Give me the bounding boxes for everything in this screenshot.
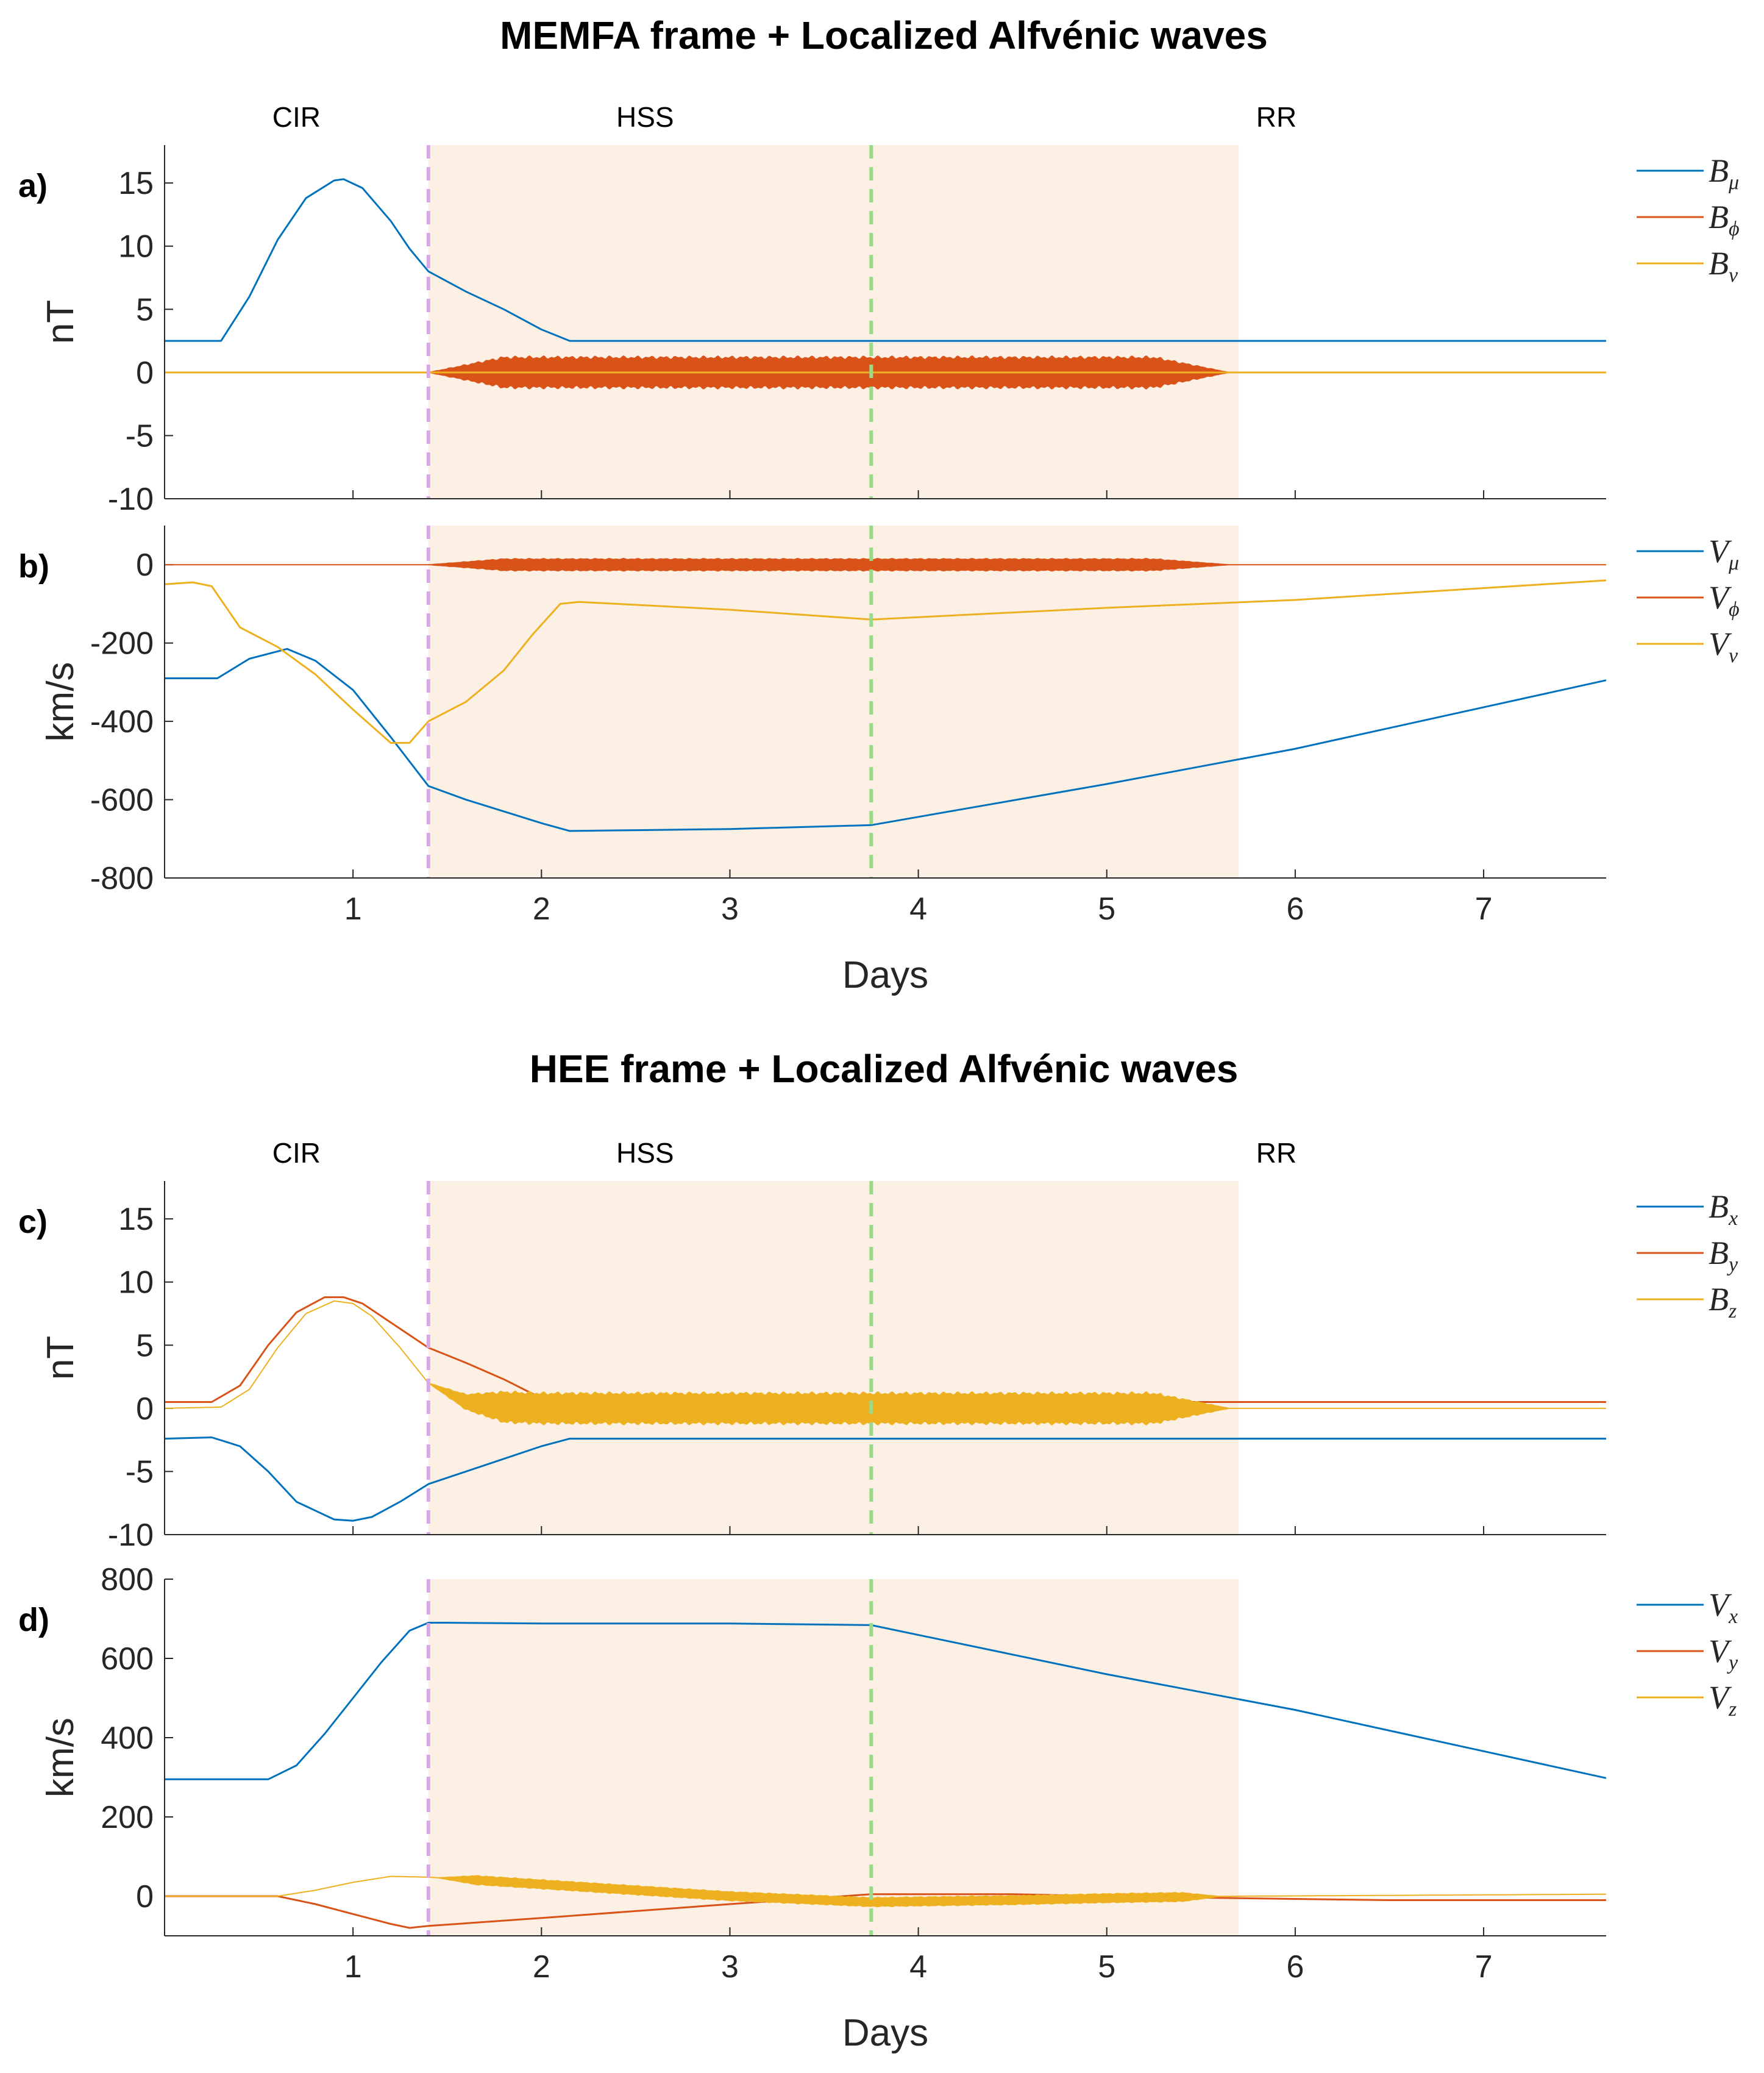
region-label-rr: RR: [1256, 101, 1296, 133]
y-tick-label: 15: [118, 1202, 154, 1237]
series-line-B_z: [164, 1300, 1607, 1425]
panel-label: c): [18, 1204, 48, 1240]
panel-d: 800 600 400 200 0 1 2 3 4 5 6 7 km/s Days d) Vx Vy Vz: [18, 1562, 1738, 2054]
legend-entry: By: [1709, 1235, 1738, 1276]
x-tick-label: 2: [533, 891, 550, 927]
legend-entry: Bz: [1709, 1281, 1737, 1322]
panel-c: 15 10 5 0 -5 -10 nT c) CIR HSS RR Bx By Bz: [18, 1137, 1738, 1553]
shaded-region: [428, 1579, 1239, 1936]
x-tick-label: 6: [1286, 1949, 1304, 1985]
x-axis-label: Days: [842, 2012, 928, 2054]
y-tick-label: 0: [136, 355, 154, 391]
series-line-B_x: [164, 1436, 1606, 1522]
series-line-V_z: [164, 1875, 1607, 1908]
y-tick-label: -5: [126, 418, 154, 454]
region-label-hss: HSS: [616, 1137, 674, 1169]
x-tick-label: 3: [721, 891, 739, 927]
y-tick-label: -10: [108, 1518, 154, 1553]
y-tick-label: 5: [136, 292, 154, 327]
y-tick-label: -10: [108, 482, 154, 517]
y-axis-label: nT: [40, 1336, 82, 1380]
x-tick-label: 1: [344, 1949, 362, 1985]
y-tick-label: 15: [118, 166, 154, 201]
legend-entry: Vx: [1709, 1586, 1738, 1628]
panel-b: 0 -200 -400 -600 -800 1 2 3 4 5 6 7 km/s Days b) Vμ Vϕ Vν: [18, 526, 1740, 996]
panel-label: a): [18, 168, 48, 204]
legend-entry: Vϕ: [1709, 579, 1740, 621]
x-tick-label: 5: [1098, 1949, 1115, 1985]
shaded-region: [428, 145, 1239, 499]
legend-entry: Vy: [1709, 1633, 1738, 1674]
legend-entry: Bμ: [1709, 152, 1739, 194]
y-tick-label: 200: [101, 1800, 154, 1835]
region-label-rr: RR: [1256, 1137, 1296, 1169]
x-tick-label: 4: [909, 1949, 927, 1985]
panel-a: 15 10 5 0 -5 -10 nT a) CIR HSS RR Bμ Bϕ Bν: [18, 101, 1740, 517]
y-tick-label: -400: [90, 704, 154, 740]
y-axis-label: nT: [40, 300, 82, 344]
region-label-hss: HSS: [616, 101, 674, 133]
x-tick-label: 7: [1475, 1949, 1493, 1985]
region-label-cir: CIR: [272, 1137, 321, 1169]
title-bottom: HEE frame + Localized Alfvénic waves: [530, 1047, 1239, 1091]
x-tick-label: 5: [1098, 891, 1115, 927]
panel-label: d): [18, 1602, 49, 1638]
legend-entry: Vz: [1709, 1679, 1737, 1721]
y-tick-label: 800: [101, 1562, 154, 1597]
x-tick-label: 6: [1286, 891, 1304, 927]
y-tick-label: -5: [126, 1454, 154, 1490]
y-tick-label: 0: [136, 1879, 154, 1914]
x-tick-label: 3: [721, 1949, 739, 1985]
x-tick-label: 7: [1475, 891, 1493, 927]
y-tick-label: 400: [101, 1721, 154, 1756]
y-tick-label: 5: [136, 1328, 154, 1363]
shaded-region: [428, 526, 1239, 878]
series-line-V_nu: [164, 579, 1607, 744]
legend-entry: Vν: [1709, 626, 1738, 667]
legend-entry: Vμ: [1709, 533, 1739, 574]
legend-entry: Bν: [1709, 245, 1738, 287]
y-tick-label: -200: [90, 626, 154, 662]
y-axis-label: km/s: [40, 662, 82, 742]
x-tick-label: 1: [344, 891, 362, 927]
y-tick-label: -800: [90, 861, 154, 896]
title-top: MEMFA frame + Localized Alfvénic waves: [500, 13, 1268, 57]
y-tick-label: 10: [118, 1265, 154, 1301]
y-tick-label: 0: [136, 1391, 154, 1427]
panel-label: b): [18, 548, 49, 585]
y-tick-label: 10: [118, 229, 154, 265]
series-line-V_x: [165, 1622, 1607, 1780]
legend-entry: Bx: [1709, 1188, 1738, 1230]
x-tick-label: 4: [909, 891, 927, 927]
x-tick-label: 2: [533, 1949, 550, 1985]
y-tick-label: 0: [136, 548, 154, 583]
y-tick-label: -600: [90, 783, 154, 818]
region-label-cir: CIR: [272, 101, 321, 133]
series-line-V_mu: [165, 648, 1607, 832]
series-line-B_mu: [165, 178, 1606, 342]
series-line-V_phi: [164, 557, 1607, 572]
legend-entry: Bϕ: [1709, 199, 1740, 240]
x-axis-label: Days: [842, 954, 928, 996]
y-tick-label: 600: [101, 1641, 154, 1677]
y-axis-label: km/s: [40, 1718, 82, 1797]
shaded-region: [428, 1181, 1239, 1535]
